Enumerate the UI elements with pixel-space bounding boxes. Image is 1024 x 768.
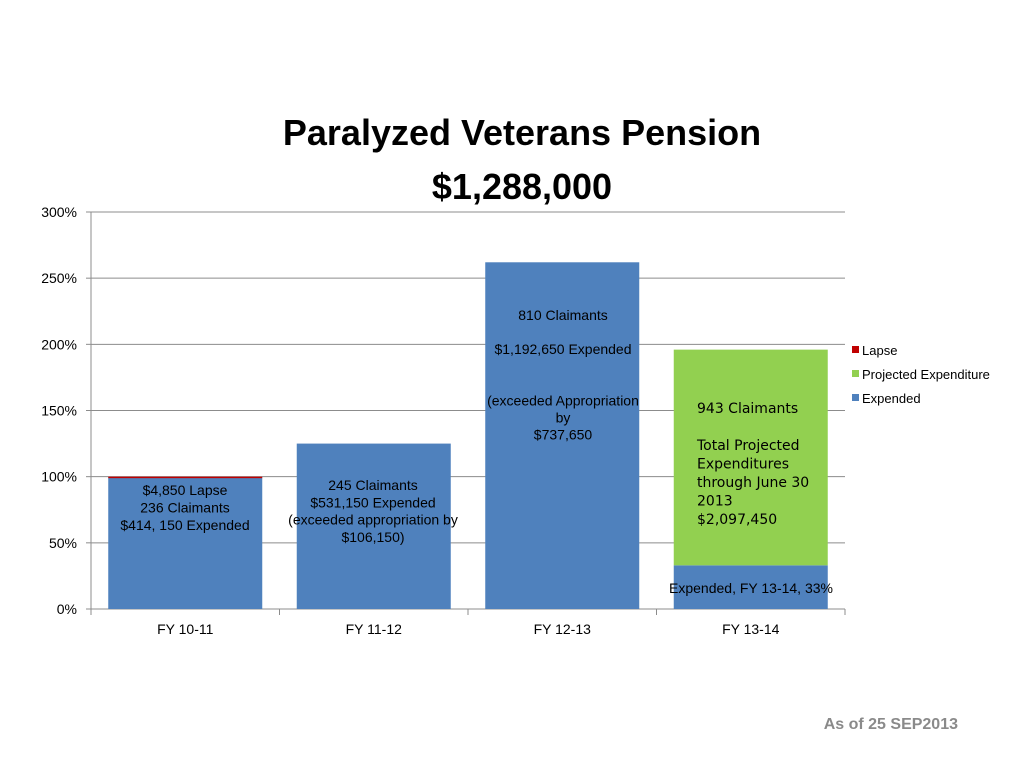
bar-lapse: [108, 476, 263, 479]
bar-annotation: by: [556, 410, 571, 426]
chart-subtitle: $1,288,000: [431, 166, 613, 207]
bar-annotation: 810 Claimants: [518, 307, 608, 323]
x-tick-label: FY 12-13: [534, 621, 592, 637]
bar-expended: [485, 262, 640, 609]
bar-annotation: $531,150 Expended: [310, 494, 435, 510]
bar-expended: [296, 443, 451, 609]
bar-expended: [673, 565, 828, 609]
legend-label: Expended: [862, 391, 921, 406]
bar-annotation: 236 Claimants: [140, 500, 230, 516]
bar-annotation: $1,192,650 Expended: [494, 341, 631, 357]
legend-label: Lapse: [862, 343, 897, 358]
chart-title: Paralyzed Veterans Pension: [282, 112, 762, 153]
bar-annotation: 943 Claimants: [697, 401, 798, 417]
as-of-date: As of 25 SEP2013: [823, 716, 958, 733]
bar-annotation: 2013: [697, 494, 733, 510]
y-tick-label: 150%: [41, 403, 77, 419]
bar-annotation: Total Projected: [696, 438, 800, 454]
y-tick-label: 50%: [49, 535, 77, 551]
legend-label: Projected Expenditure: [862, 367, 990, 382]
y-tick-label: 250%: [41, 270, 77, 286]
y-tick-label: 0%: [57, 601, 77, 617]
legend-swatch: [852, 370, 859, 377]
bar-annotation: Expenditures: [697, 457, 789, 473]
x-tick-label: FY 11-12: [346, 621, 403, 637]
bar-annotation: (exceeded appropriation by: [288, 512, 458, 528]
x-tick-label: FY 13-14: [722, 621, 780, 637]
x-tick-label: FY 10-11: [157, 621, 214, 637]
bar-annotation: $737,650: [534, 427, 593, 443]
bar-annotation: $2,097,450: [697, 512, 777, 528]
bar-annotation: $106,150): [341, 529, 404, 545]
y-tick-label: 300%: [41, 204, 77, 220]
bar-annotation: Expended, FY 13-14, 33%: [669, 580, 833, 596]
y-tick-label: 200%: [41, 336, 77, 352]
bar-expended: [108, 477, 263, 609]
bar-annotation: through June 30: [697, 475, 809, 491]
legend-swatch: [852, 346, 859, 353]
bar-annotation: 245 Claimants: [328, 477, 418, 493]
legend-swatch: [852, 394, 859, 401]
bar-annotation: (exceeded Appropriation: [487, 393, 639, 409]
bar-annotation: $4,850 Lapse: [143, 482, 228, 498]
y-tick-label: 100%: [41, 469, 77, 485]
bar-projected-expenditure: [673, 349, 828, 566]
bar-annotation: $414, 150 Expended: [120, 517, 249, 533]
